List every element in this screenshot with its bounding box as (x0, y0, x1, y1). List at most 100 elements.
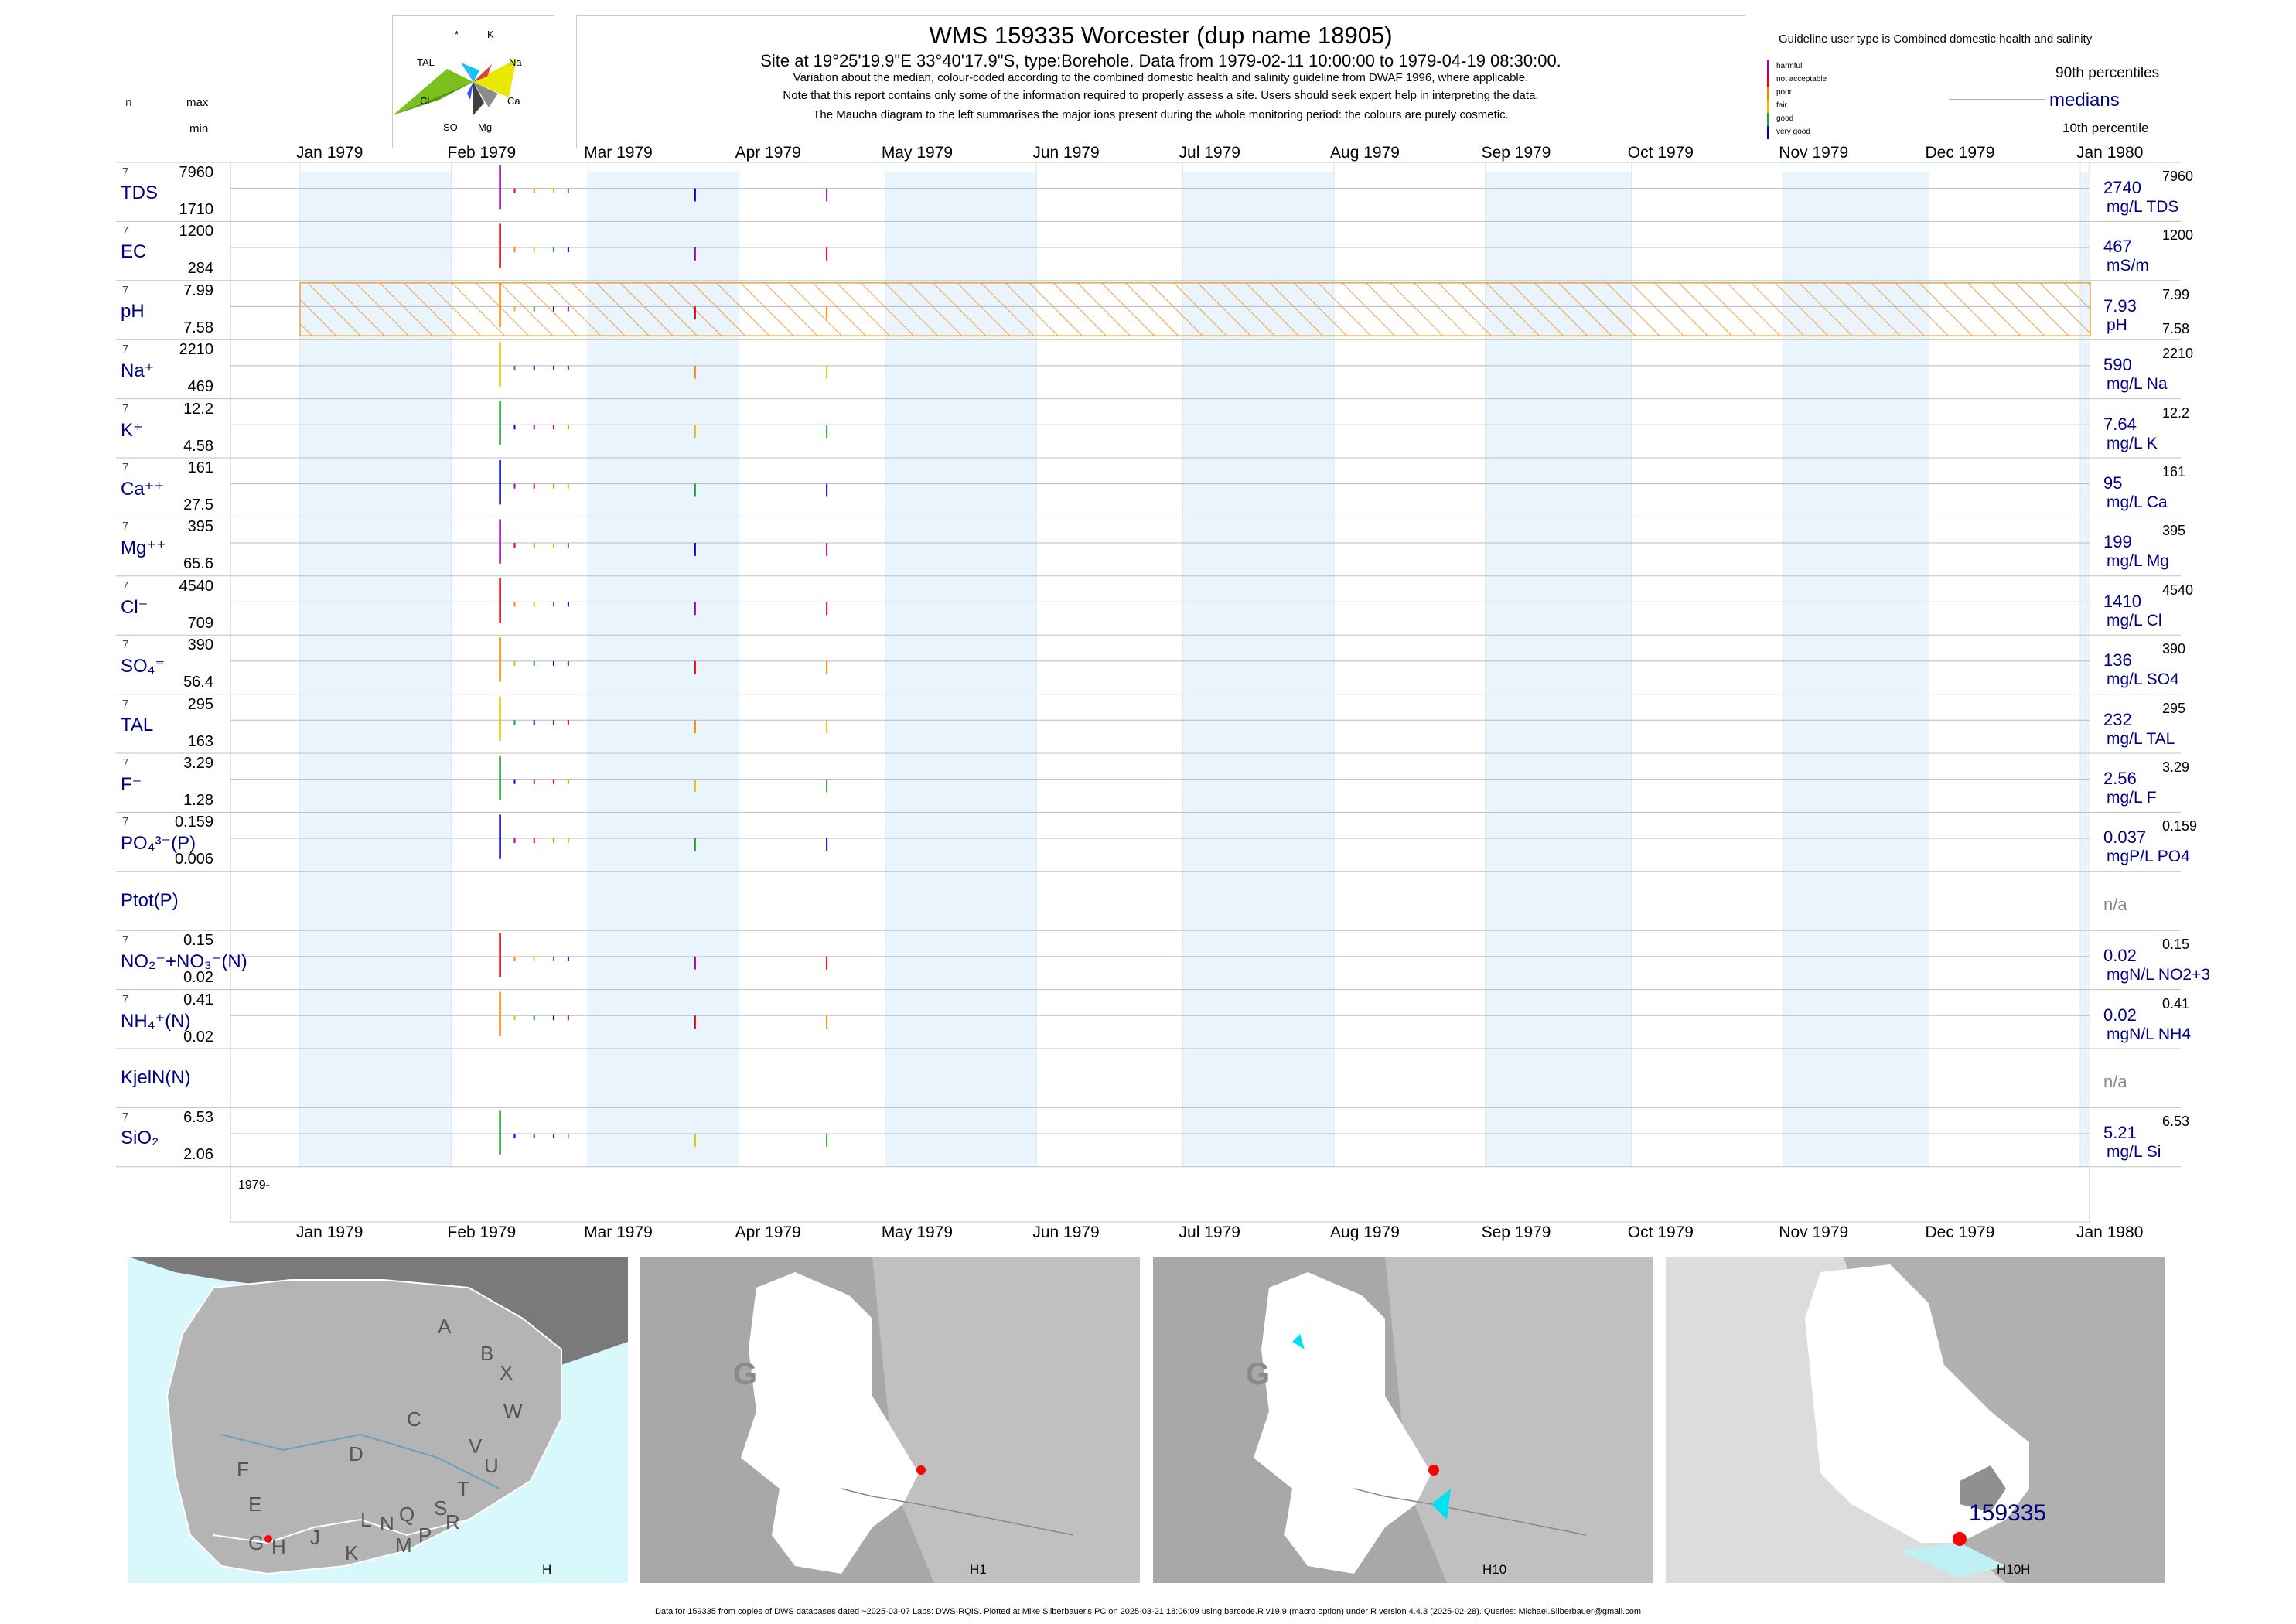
month-band (2080, 172, 2090, 1167)
catchment-letter: F (237, 1458, 249, 1481)
sample-count: 7 (122, 697, 129, 711)
header-box (576, 15, 1745, 148)
map-h10-catchment (1254, 1272, 1431, 1574)
legend-color-swatch (1767, 60, 1769, 73)
variable-label: KjelN(N) (121, 1067, 191, 1088)
catchment-letter: E (248, 1493, 262, 1516)
unit-label: mg/L Ca (2107, 493, 2168, 511)
unit-label: mg/L TDS (2107, 198, 2179, 216)
month-label: Jun 1979 (1032, 1223, 1100, 1241)
max-value: 395 (187, 518, 213, 536)
map-caption-h10h: H10H (1997, 1562, 2031, 1577)
month-label: Apr 1979 (735, 1223, 801, 1241)
min-value: 1710 (179, 201, 214, 218)
map-caption-h: H (542, 1562, 552, 1577)
month-label: Nov 1979 (1779, 1223, 1849, 1241)
unit-label: mg/L K (2107, 434, 2158, 452)
median-value: 5.21 (2103, 1123, 2137, 1143)
variable-label: K⁺ (121, 419, 143, 441)
unit-label: mg/L Mg (2107, 552, 2169, 571)
legend-color-swatch (1767, 73, 1769, 87)
note-1: Variation about the median, colour-coded… (793, 71, 1529, 84)
median-value: n/a (2103, 894, 2127, 914)
month-label: May 1979 (881, 1223, 954, 1241)
sample-count: 7 (122, 756, 129, 769)
time-series-chart (116, 162, 2181, 1223)
median-value: 136 (2103, 650, 2132, 670)
variable-label: EC (121, 241, 147, 263)
month-label: Jul 1979 (1179, 1223, 1240, 1241)
catchment-letter: K (345, 1541, 359, 1564)
legend-class-label: harmful (1776, 62, 1803, 70)
footer-credits: Data for 159335 from copies of DWS datab… (655, 1607, 1641, 1616)
map-h10-region: G (1246, 1357, 1271, 1391)
min-value: 0.006 (174, 851, 213, 868)
map-h10h-town (1960, 1465, 2006, 1512)
catchment-letter: A (438, 1315, 452, 1338)
right-max: 12.2 (2162, 404, 2190, 421)
variable-label: Ca⁺⁺ (121, 479, 165, 500)
max-value: 7.99 (183, 281, 213, 299)
maucha-label-cl: Cl (420, 95, 429, 107)
sample-count: 7 (122, 1111, 129, 1124)
month-band (1485, 172, 1632, 1167)
right-max: 7.99 (2162, 286, 2190, 302)
median-value: 199 (2103, 532, 2132, 552)
catchment-letter: U (484, 1454, 499, 1477)
maucha-label-mg: Mg (478, 121, 492, 133)
month-label: Jun 1979 (1032, 144, 1100, 162)
maucha-red (473, 64, 492, 82)
maucha-label-ca: Ca (507, 95, 520, 107)
note-3: The Maucha diagram to the left summarise… (813, 108, 1509, 121)
legend-class-label: good (1776, 114, 1794, 123)
maucha-label-tal: TAL (417, 56, 435, 68)
legend-class-label: fair (1776, 101, 1787, 110)
map-sa-site-dot (264, 1535, 272, 1543)
median-value: 590 (2103, 355, 2132, 375)
map-h1-site-dot (916, 1465, 926, 1475)
min-value: 2.06 (183, 1146, 213, 1164)
sample-count: 7 (122, 578, 129, 592)
sample-count: 7 (122, 165, 129, 179)
month-label: Feb 1979 (447, 144, 517, 162)
map-h10h-catchment (1805, 1264, 2029, 1543)
right-max: 1200 (2162, 227, 2194, 244)
variable-label: NH₄⁺(N) (121, 1010, 191, 1032)
month-label: Mar 1979 (584, 144, 653, 162)
min-value: 4.58 (183, 437, 213, 455)
min-value: 65.6 (183, 555, 213, 573)
month-label: Dec 1979 (1925, 1223, 1995, 1241)
note-2: Note that this report contains only some… (783, 89, 1539, 102)
legend-class-label: very good (1776, 128, 1810, 136)
max-value: 295 (187, 695, 213, 713)
maucha-so4 (467, 82, 473, 100)
sample-count: 7 (122, 224, 129, 238)
maucha-label-na: Na (509, 56, 522, 68)
month-label: Jan 1980 (2076, 144, 2144, 162)
unit-label: mg/L SO4 (2107, 670, 2179, 689)
max-value: 12.2 (183, 400, 213, 418)
median-value: 0.037 (2103, 827, 2147, 848)
right-max: 295 (2162, 700, 2186, 716)
min-value: 27.5 (183, 496, 213, 513)
min-value: 709 (187, 614, 213, 632)
month-band (885, 172, 1037, 1167)
maucha-ca (473, 82, 498, 107)
variable-label: pH (121, 300, 145, 322)
min-value: 1.28 (183, 792, 213, 809)
maucha-cl (393, 69, 473, 115)
median-value: n/a (2103, 1072, 2127, 1091)
variable-label: Na⁺ (121, 360, 155, 382)
map-h10h-site-label: 159335 (1969, 1500, 2047, 1526)
min-value: 0.02 (183, 969, 213, 987)
map-h1-svg (741, 1257, 1140, 1583)
map-h1-catchment (741, 1272, 919, 1574)
min-value: 469 (187, 378, 213, 396)
site-subtitle: Site at 19°25'19.9"E 33°40'17.9"S, type:… (760, 51, 1561, 70)
median-value: 7.93 (2103, 295, 2137, 316)
month-band (300, 172, 452, 1167)
maucha-label-star: * (455, 29, 459, 40)
max-value: 7960 (179, 164, 214, 181)
catchment-letter: M (395, 1534, 412, 1557)
catchment-letter: P (418, 1523, 432, 1547)
